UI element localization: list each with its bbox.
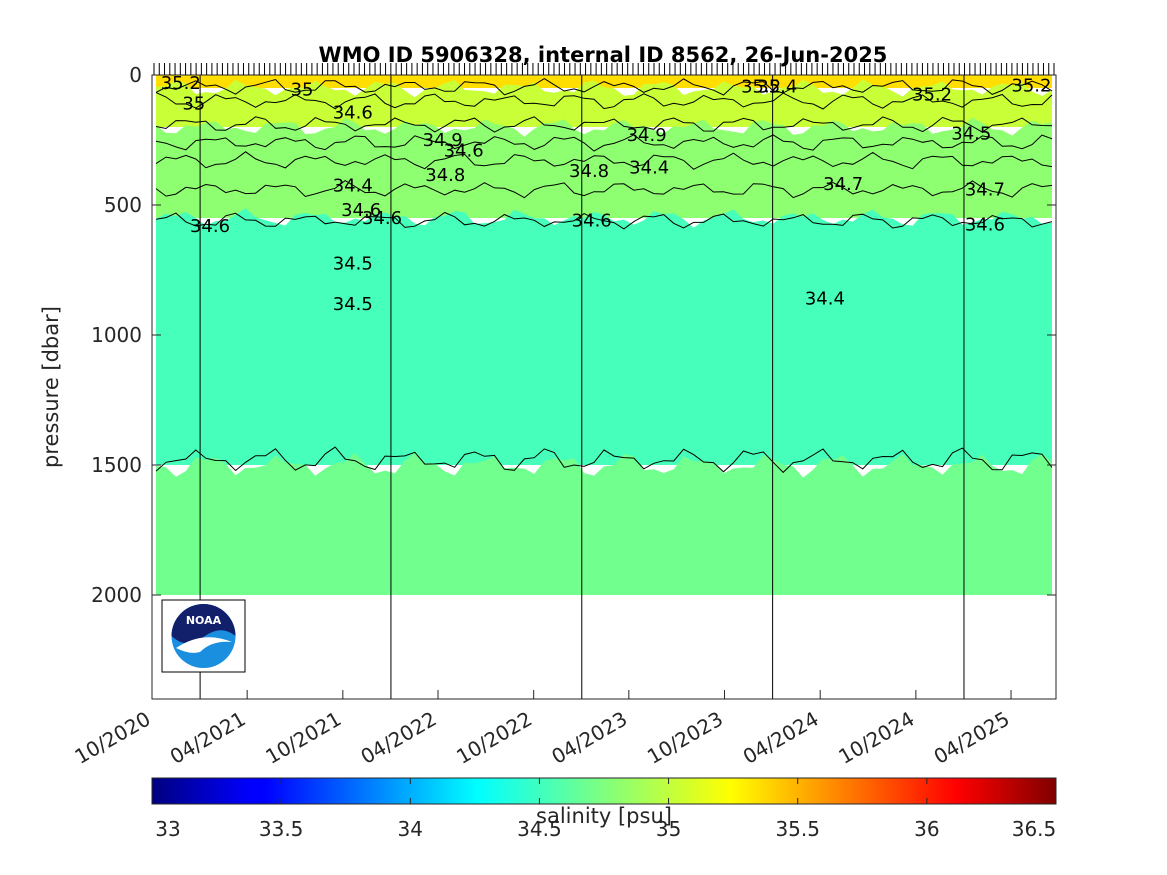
x-tick-label: 04/2024 xyxy=(739,707,823,769)
salinity-layer xyxy=(156,452,1052,595)
salinity-layer xyxy=(156,117,1052,218)
contour-label: 34.4 xyxy=(629,157,669,178)
x-tick-label: 04/2021 xyxy=(166,707,250,769)
contour-label: 34.7 xyxy=(823,174,863,195)
noaa-logo-text: NOAA xyxy=(186,614,222,627)
colorbar-tick-label: 33 xyxy=(155,817,180,841)
contour-label: 34.7 xyxy=(965,179,1005,200)
contour-label: 34.6 xyxy=(444,140,484,161)
contour-label: 34.5 xyxy=(333,254,373,275)
contour-label: 34.8 xyxy=(569,161,609,182)
x-tick-label: 10/2021 xyxy=(261,707,345,769)
y-axis-label: pressure [dbar] xyxy=(39,306,63,468)
contour-label: 34.6 xyxy=(190,216,230,237)
contour-labels: 34.635 34.634.434.634.634.534.534.934.634… xyxy=(161,73,1052,315)
y-tick-label: 1000 xyxy=(91,323,142,347)
contour-line xyxy=(155,211,1053,230)
y-tick-label: 1500 xyxy=(91,453,142,477)
no-data-region xyxy=(153,595,1055,698)
contour-label: 34.5 xyxy=(951,124,991,145)
plot-frame xyxy=(151,74,1057,700)
contour-label: 34.8 xyxy=(425,165,465,186)
contour-line xyxy=(155,179,1053,199)
contour-line xyxy=(155,92,1053,110)
contour-label: 35.2 xyxy=(741,77,781,98)
x-tick-label: 10/2023 xyxy=(643,707,727,769)
colorbar-label: salinity [psu] xyxy=(536,804,672,828)
colorbar-tick-label: 34.5 xyxy=(517,817,562,841)
contour-label: 35.2 xyxy=(912,85,952,106)
colorbar-tick-label: 34 xyxy=(398,817,423,841)
contour-label: 34.6 xyxy=(341,200,381,221)
y-tick-label: 0 xyxy=(129,63,142,87)
y-tick-label: 500 xyxy=(104,193,142,217)
contour-line xyxy=(155,446,1053,474)
y-tick-label: 2000 xyxy=(91,583,142,607)
contour-label: 34.9 xyxy=(423,130,463,151)
colorbar-tick-label: 36 xyxy=(914,817,939,841)
colorbar-tick-label: 33.5 xyxy=(259,817,304,841)
x-axis-ticks: 10/2020 04/2021 10/2021 04/2022 10/2022 04/20… xyxy=(71,690,1014,769)
contour-label: 34.5 xyxy=(333,294,373,315)
contour-line xyxy=(155,134,1053,152)
x-tick-label: 10/2022 xyxy=(452,707,536,769)
x-tick-label: 10/2020 xyxy=(71,707,155,769)
contour-label: 34.4 xyxy=(805,289,845,310)
y-axis-ticks: 0 500 1000 1500 2000 xyxy=(91,63,1056,607)
contour-line xyxy=(155,151,1053,170)
noaa-logo: NOAA xyxy=(161,599,246,673)
x-tick-label: 10/2024 xyxy=(834,707,918,769)
contour-label: 34.6 xyxy=(572,211,612,232)
colorbar-ticks: 33 33.5 34 34.5 35 35.5 36 36.5 xyxy=(151,778,1057,841)
salinity-fill-layers xyxy=(153,75,1055,698)
contour-label: 34.9 xyxy=(627,125,667,146)
x-tick-label: 04/2022 xyxy=(357,707,441,769)
salinity-layer xyxy=(156,79,1052,127)
colorbar xyxy=(151,777,1057,805)
contour-label: 34.6 xyxy=(362,208,402,229)
year-boundary-lines xyxy=(199,75,965,699)
contour-label: 35.2 xyxy=(161,73,201,94)
contour-label: 34.6 xyxy=(965,215,1005,236)
contour-label: 35.2 xyxy=(1011,75,1051,96)
contour-label: 34.4 xyxy=(333,176,373,197)
x-tick-label: 04/2023 xyxy=(547,707,631,769)
colorbar-tick-label: 35.5 xyxy=(775,817,820,841)
colorbar-tick-label: 35 xyxy=(656,817,681,841)
contour-label: 35 xyxy=(182,94,205,115)
contour-label: 34.6 xyxy=(333,103,373,124)
contour-line xyxy=(155,78,1053,96)
colorbar-tick-label: 36.5 xyxy=(1012,817,1057,841)
contour-label: 35 xyxy=(291,79,314,100)
profile-marks xyxy=(153,63,1055,75)
chart-title: WMO ID 5906328, internal ID 8562, 26-Jun… xyxy=(319,43,888,67)
contour-line xyxy=(155,116,1053,133)
x-tick-label: 04/2025 xyxy=(930,707,1014,769)
contour-label: 35.4 xyxy=(757,77,797,98)
contour-lines xyxy=(155,78,1053,474)
salinity-layer xyxy=(156,208,1052,466)
